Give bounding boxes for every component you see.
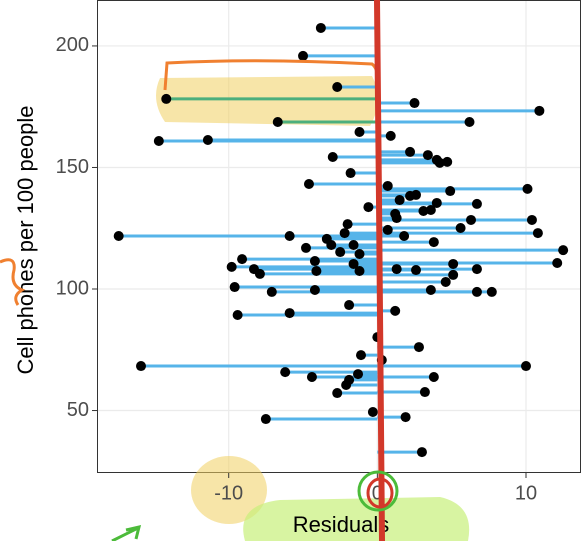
point xyxy=(399,231,409,241)
point xyxy=(386,131,396,141)
point xyxy=(405,147,415,157)
x-tick-label: -10 xyxy=(214,482,243,504)
chart: Residuals Cell phones per 100 people -10… xyxy=(0,0,581,541)
point xyxy=(472,287,482,297)
point xyxy=(401,412,411,422)
point xyxy=(136,361,146,371)
point xyxy=(426,285,436,295)
point xyxy=(472,264,482,274)
point xyxy=(335,247,345,257)
point xyxy=(114,231,124,241)
point xyxy=(301,243,311,253)
point xyxy=(426,205,436,215)
point xyxy=(316,23,326,33)
point xyxy=(356,350,366,360)
point xyxy=(341,380,351,390)
point xyxy=(410,98,420,108)
point xyxy=(527,215,537,225)
point xyxy=(355,266,365,276)
point xyxy=(355,249,365,259)
point xyxy=(355,127,365,137)
point xyxy=(285,231,295,241)
point xyxy=(552,258,562,268)
point xyxy=(310,256,320,266)
arrow xyxy=(112,527,139,541)
point xyxy=(298,51,308,61)
point xyxy=(344,300,354,310)
y-tick-label: 150 xyxy=(56,156,89,178)
point xyxy=(161,94,171,104)
point xyxy=(423,150,433,160)
highlight-band xyxy=(156,76,378,126)
point xyxy=(405,191,415,201)
point xyxy=(420,387,430,397)
point xyxy=(267,287,277,297)
point xyxy=(417,447,427,457)
point xyxy=(311,266,321,276)
point xyxy=(383,181,393,191)
point xyxy=(383,225,393,235)
point xyxy=(261,414,271,424)
page: {"chart_data": { "type": "residual-segme… xyxy=(0,0,581,541)
point xyxy=(346,168,356,178)
point xyxy=(280,367,290,377)
point xyxy=(307,372,317,382)
y-axis-title: Cell phones per 100 people xyxy=(13,105,38,374)
point xyxy=(411,265,421,275)
point xyxy=(390,306,400,316)
point xyxy=(414,342,424,352)
point xyxy=(429,372,439,382)
point xyxy=(285,308,295,318)
y-tick-label: 100 xyxy=(56,277,89,299)
y-tick-label: 50 xyxy=(67,399,89,421)
point xyxy=(326,240,336,250)
point xyxy=(521,361,531,371)
point xyxy=(392,213,402,223)
point xyxy=(435,158,445,168)
point xyxy=(448,270,458,280)
point xyxy=(310,285,320,295)
x-tick-label: 10 xyxy=(515,482,537,504)
point xyxy=(472,199,482,209)
point xyxy=(558,245,568,255)
point xyxy=(237,254,247,264)
point xyxy=(273,117,283,127)
point xyxy=(353,369,363,379)
point xyxy=(154,136,164,146)
point xyxy=(255,269,265,279)
point xyxy=(395,195,405,205)
point xyxy=(487,287,497,297)
point xyxy=(233,310,243,320)
point xyxy=(445,186,455,196)
point xyxy=(465,117,475,127)
point xyxy=(392,264,402,274)
x-axis-title: Residuals xyxy=(293,512,390,537)
point xyxy=(448,259,458,269)
point xyxy=(534,106,544,116)
point xyxy=(522,184,532,194)
point xyxy=(363,202,373,212)
point xyxy=(349,240,359,250)
point xyxy=(441,277,451,287)
point xyxy=(456,223,466,233)
point xyxy=(230,282,240,292)
point xyxy=(328,152,338,162)
point xyxy=(368,407,378,417)
point xyxy=(343,219,353,229)
point xyxy=(429,237,439,247)
point xyxy=(466,215,476,225)
point xyxy=(340,228,350,238)
y-tick-label: 200 xyxy=(56,34,89,56)
point xyxy=(332,388,342,398)
point xyxy=(533,228,543,238)
point xyxy=(227,262,237,272)
point xyxy=(304,179,314,189)
point xyxy=(332,82,342,92)
point xyxy=(203,135,213,145)
